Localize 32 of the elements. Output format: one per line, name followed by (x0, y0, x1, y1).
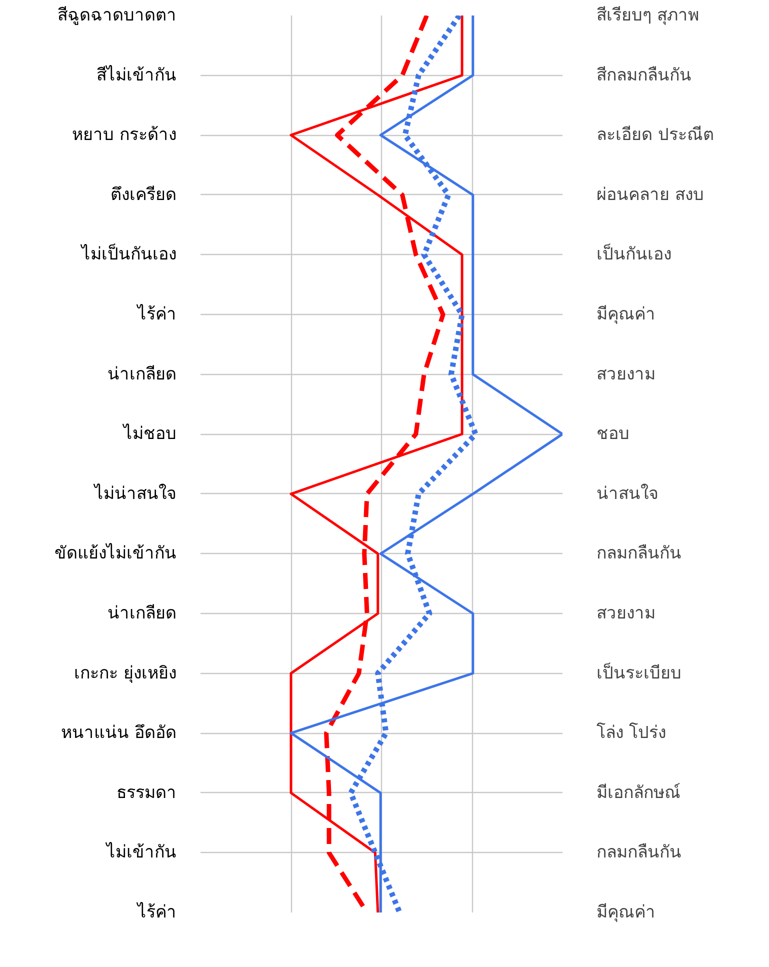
y-tick-label: หยาบ กระด้าง (72, 125, 176, 146)
y2-tick-label: มีคุณค่า (596, 304, 656, 324)
y-tick-label: ไร้ค่า (136, 902, 176, 922)
y2-tick-label: เป็นระเบียบ (596, 661, 682, 684)
y-tick-label: น่าเกลียด (108, 604, 176, 624)
y2-tick-label: กลมกลืนกัน (596, 544, 682, 564)
y-tick-label: ไม่เข้ากัน (104, 842, 176, 863)
y2-tick-label: ผ่อนคลาย สงบ (596, 184, 704, 205)
y2-tick-label: สวยงาม (596, 604, 656, 624)
y2-tick-label: น่าสนใจ (596, 482, 658, 504)
y-tick-label: สีฉูดฉาดบาดตา (58, 6, 176, 26)
y-tick-label: น่าเกลียด (108, 364, 176, 384)
y-tick-label: ไม่น่าสนใจ (92, 482, 176, 504)
y-tick-label: เกะกะ ยุ่งเหยิง (74, 663, 176, 684)
y-tick-label: ตึงเครียด (110, 184, 176, 205)
y2-tick-label: สีกลมกลืนกัน (596, 65, 692, 86)
y-tick-label: ไม่เป็นกันเอง (80, 242, 176, 265)
y2-tick-label: ชอบ (596, 424, 630, 444)
y2-tick-label: มีคุณค่า (596, 902, 656, 922)
y-tick-label: สีไม่เข้ากัน (96, 64, 176, 86)
y2-tick-label: สีเรียบๆ สุภาพ (596, 6, 699, 26)
y-tick-label: ธรรมดา (116, 782, 176, 803)
y2-tick-label: เป็นกันเอง (596, 242, 672, 265)
y-tick-label: ไร้ค่า (136, 304, 176, 324)
y2-tick-label: มีเอกลักษณ์ (596, 782, 680, 803)
y-tick-label: ขัดแย้งไม่เข้ากัน (54, 542, 176, 564)
y2-tick-label: สวยงาม (596, 364, 656, 384)
y-tick-label: หนาแน่น อึดอัด (61, 723, 176, 744)
y2-tick-label: โล่ง โปร่ง (596, 722, 666, 744)
y-tick-label: ไม่ชอบ (122, 423, 176, 444)
y2-tick-label: ละเอียด ประณีต (596, 125, 714, 146)
y2-tick-label: กลมกลืนกัน (596, 842, 682, 863)
